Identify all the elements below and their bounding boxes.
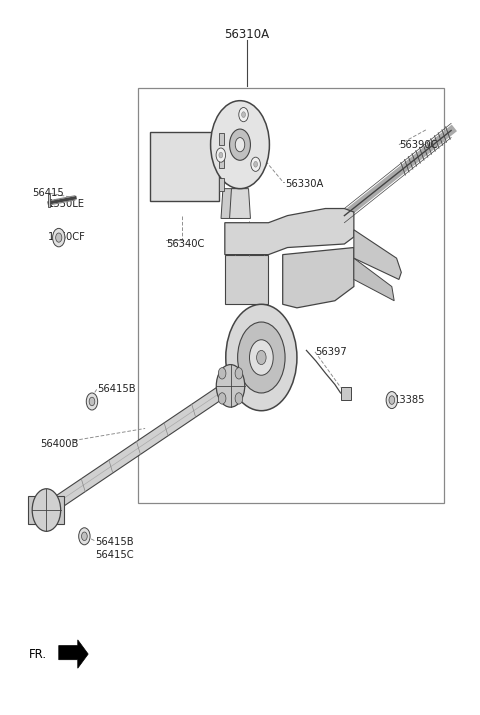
Polygon shape xyxy=(48,194,50,207)
Circle shape xyxy=(254,162,258,167)
Bar xyxy=(219,155,224,168)
Circle shape xyxy=(219,152,223,158)
Circle shape xyxy=(32,489,60,531)
Circle shape xyxy=(389,396,395,404)
Circle shape xyxy=(251,157,260,172)
Text: 56415B: 56415B xyxy=(97,385,136,395)
Text: 56397: 56397 xyxy=(315,347,347,357)
Circle shape xyxy=(235,393,243,404)
Circle shape xyxy=(56,233,62,242)
Polygon shape xyxy=(45,380,232,516)
Circle shape xyxy=(235,368,243,379)
Circle shape xyxy=(235,137,245,152)
Bar xyxy=(138,88,444,503)
Text: 56400B: 56400B xyxy=(40,439,78,449)
Polygon shape xyxy=(283,247,354,308)
Bar xyxy=(219,178,224,191)
Circle shape xyxy=(257,350,266,365)
Polygon shape xyxy=(221,189,242,219)
Text: FR.: FR. xyxy=(29,648,47,661)
Polygon shape xyxy=(59,640,88,669)
Polygon shape xyxy=(354,230,401,280)
Bar xyxy=(219,132,224,145)
Polygon shape xyxy=(229,189,251,219)
Circle shape xyxy=(239,107,248,122)
Text: 56340C: 56340C xyxy=(167,239,205,249)
FancyBboxPatch shape xyxy=(150,132,219,202)
Circle shape xyxy=(86,393,97,410)
Polygon shape xyxy=(225,255,268,305)
Circle shape xyxy=(386,392,397,408)
Text: 56390C: 56390C xyxy=(399,139,437,149)
Text: 1350LE: 1350LE xyxy=(48,199,85,209)
Circle shape xyxy=(241,112,245,117)
Circle shape xyxy=(250,340,273,375)
Circle shape xyxy=(238,322,285,393)
Circle shape xyxy=(229,129,251,160)
Text: 56310A: 56310A xyxy=(225,28,270,41)
Text: 56415C: 56415C xyxy=(96,550,134,560)
Polygon shape xyxy=(28,495,64,524)
Circle shape xyxy=(218,393,226,404)
Circle shape xyxy=(89,398,95,405)
Text: 56415: 56415 xyxy=(32,188,64,198)
Circle shape xyxy=(82,532,87,541)
Circle shape xyxy=(226,305,297,410)
Bar xyxy=(341,388,351,400)
Text: 1360CF: 1360CF xyxy=(48,232,86,242)
Circle shape xyxy=(218,368,226,379)
Text: 56330A: 56330A xyxy=(285,179,324,189)
Polygon shape xyxy=(225,209,354,255)
Text: 13385: 13385 xyxy=(394,395,426,405)
Text: 56415B: 56415B xyxy=(96,537,134,547)
Circle shape xyxy=(216,148,226,162)
Circle shape xyxy=(216,365,245,407)
Circle shape xyxy=(79,528,90,545)
Circle shape xyxy=(53,228,65,247)
Polygon shape xyxy=(354,258,394,301)
Circle shape xyxy=(211,101,269,189)
